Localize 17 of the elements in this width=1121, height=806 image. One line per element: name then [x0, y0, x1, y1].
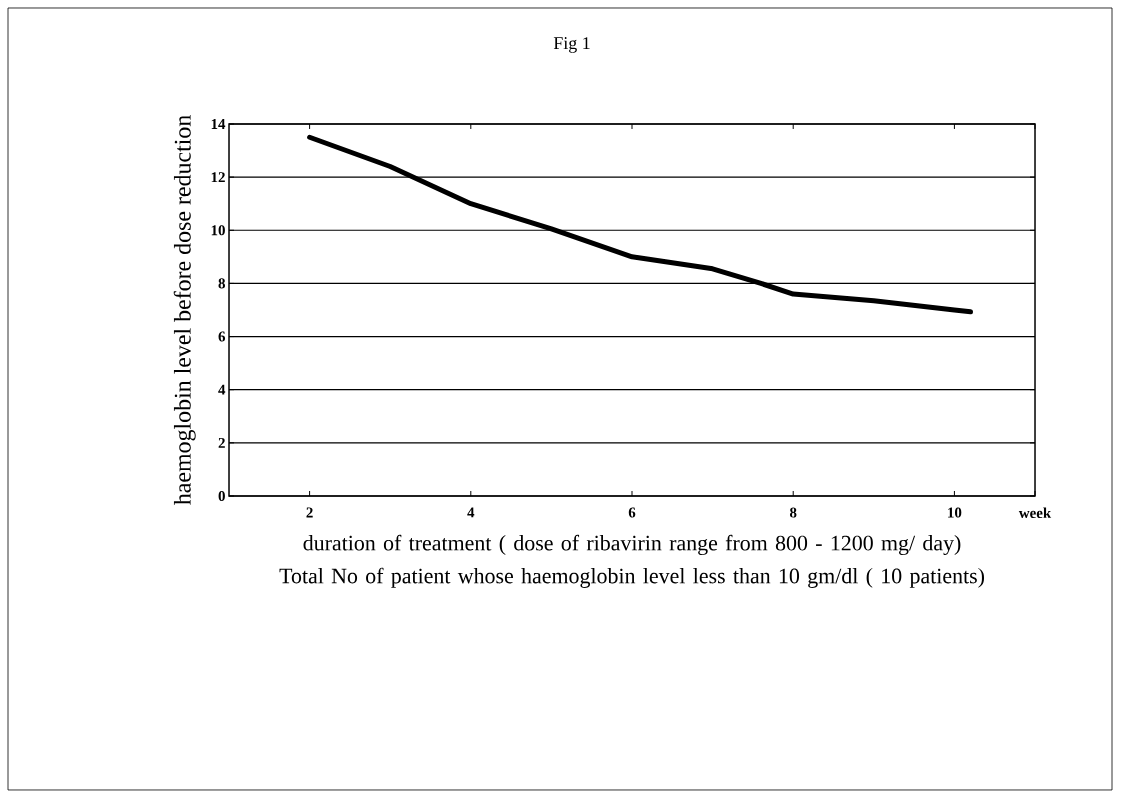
chart-title: Fig 1: [553, 37, 590, 53]
x-axis-title: duration of treatment ( dose of ribavirin range from 800 - 1200 mg/ day) Total No of patient whose haemoglobin level less than 10 gm/dl ( 10 patients): [279, 534, 985, 588]
x-tick-label: 4: [467, 507, 475, 518]
y-tick-label: 0: [218, 490, 225, 502]
y-tick-label: 14: [211, 119, 226, 129]
x-tick-label: 2: [306, 507, 313, 518]
x-tick-label: week: [1018, 507, 1052, 519]
y-tick-label: 6: [218, 331, 226, 342]
y-axis-title: haemoglobin level before dose reduction: [173, 115, 196, 505]
x-tick-label: 6: [628, 507, 636, 518]
y-tick-label: 10: [211, 225, 225, 236]
y-tick-label: 8: [218, 278, 225, 289]
y-tick-label: 4: [218, 384, 226, 395]
y-tick-label: 12: [211, 172, 225, 183]
x-tick-label: 10: [948, 507, 962, 518]
x-tick-label: 8: [789, 507, 797, 518]
y-tick-label: 2: [218, 437, 225, 448]
